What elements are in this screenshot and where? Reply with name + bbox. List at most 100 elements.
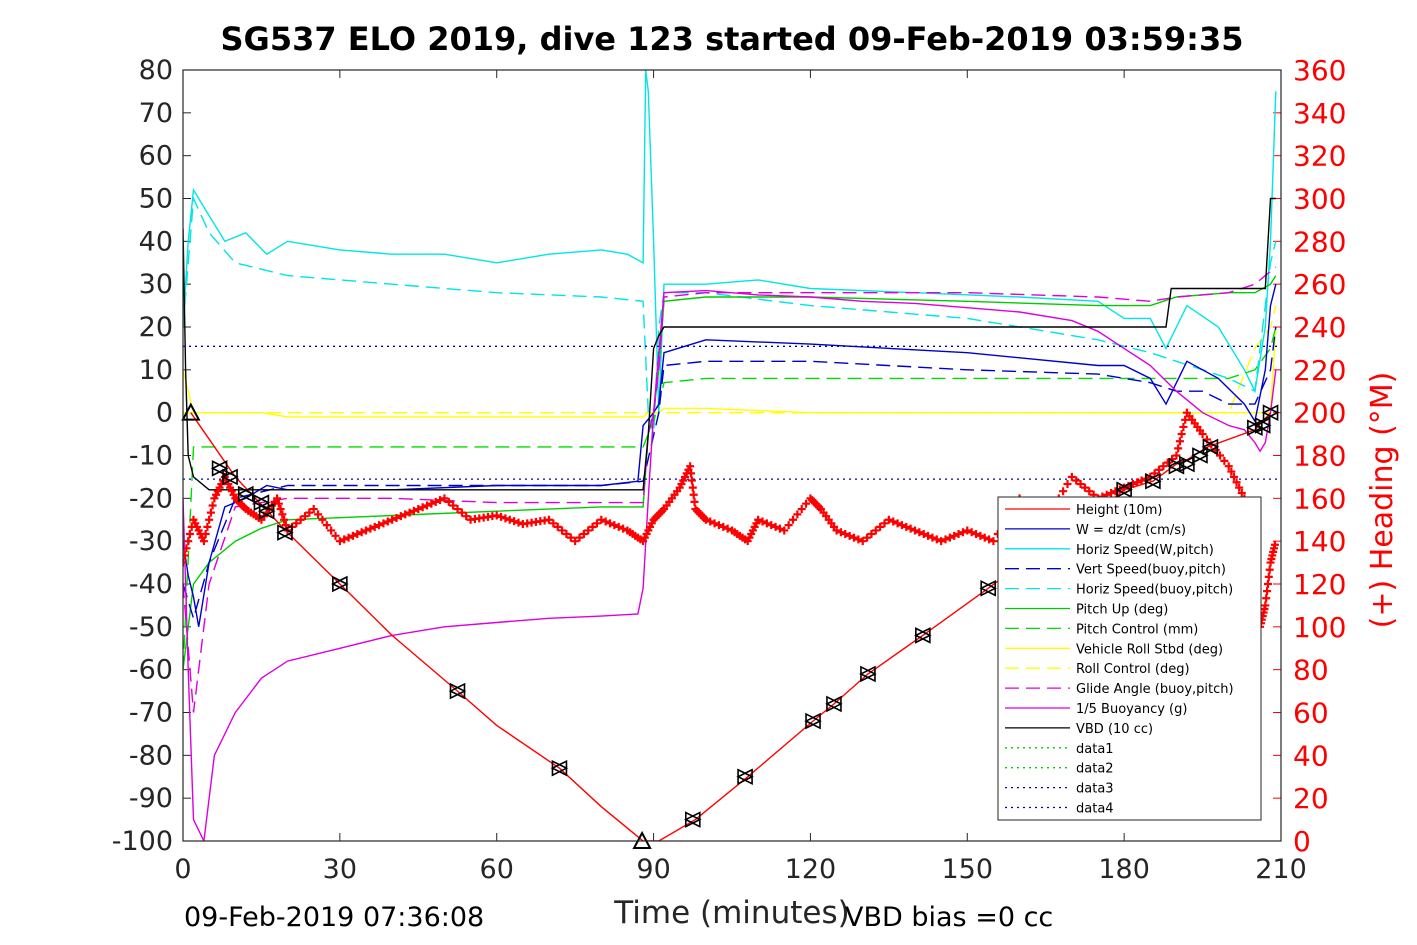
gps-marker <box>1246 419 1264 436</box>
heading-point <box>1179 422 1188 431</box>
heading-point <box>453 505 462 514</box>
y-right-tick-label: 40 <box>1293 739 1329 772</box>
heading-point <box>1263 580 1272 588</box>
x-tick-label: 180 <box>1098 854 1150 885</box>
x-tick-label: 60 <box>480 854 514 885</box>
heading-point <box>1067 472 1076 481</box>
heading-point <box>357 528 366 537</box>
legend-label: Pitch Up (deg) <box>1076 603 1168 618</box>
heading-point <box>719 522 728 531</box>
heading-point <box>902 522 911 531</box>
x-axis-ticks: 0 30 60 90 120 150 180 210 <box>174 854 1306 885</box>
y-tick-label: 80 <box>139 55 173 86</box>
legend-label: data1 <box>1076 742 1114 757</box>
heading-point <box>758 517 767 526</box>
heading-point <box>867 530 876 539</box>
heading-point <box>549 519 558 528</box>
heading-point <box>967 528 976 537</box>
heading-point <box>1072 476 1081 485</box>
heading-point <box>278 510 287 519</box>
heading-point <box>331 531 340 540</box>
gps-marker <box>252 494 271 511</box>
heading-point <box>201 530 210 539</box>
gps-marker <box>210 460 229 477</box>
heading-point <box>379 519 388 528</box>
legend-label: data4 <box>1076 802 1114 817</box>
heading-points <box>183 408 1279 631</box>
heading-point <box>945 533 954 542</box>
heading-point <box>592 519 601 528</box>
y-tick-label: -70 <box>129 698 173 729</box>
legend-label: Roll Control (deg) <box>1076 662 1190 677</box>
heading-point <box>714 521 723 530</box>
y-right-tick-label: 200 <box>1293 397 1346 430</box>
heading-point <box>497 512 506 521</box>
heading-point <box>423 501 431 510</box>
heading-point <box>353 530 362 539</box>
heading-point <box>932 535 941 544</box>
x-tick-label: 210 <box>1255 854 1307 885</box>
y-right-tick-label: 320 <box>1293 140 1346 173</box>
legend-label: Vehicle Roll Stbd (deg) <box>1076 642 1223 657</box>
turn-marker <box>181 402 201 421</box>
heading-point <box>950 531 959 540</box>
series-line-horiz-speed-w-pitch <box>183 70 1277 413</box>
footer-vbd-bias: VBD bias =0 cc <box>845 902 1053 933</box>
heading-point <box>972 530 980 539</box>
legend: Height (10m) W = dz/dt (cm/s) Horiz Speed(… <box>997 496 1262 821</box>
heading-point <box>789 515 797 524</box>
heading-point <box>850 533 858 542</box>
heading-point <box>571 537 580 546</box>
gps-marker <box>236 485 255 503</box>
heading-point <box>706 517 715 526</box>
heading-point <box>274 499 283 508</box>
y-tick-label: 30 <box>139 269 173 300</box>
heading-point <box>1172 451 1181 460</box>
heading-point <box>431 497 440 506</box>
heading-point <box>314 510 323 519</box>
heading-point <box>1155 465 1163 474</box>
x-tick-label: 150 <box>942 854 994 885</box>
heading-point <box>876 522 885 531</box>
heading-point <box>1270 540 1279 549</box>
heading-point <box>610 521 619 530</box>
heading-point <box>897 521 906 530</box>
heading-point <box>1198 430 1207 439</box>
y-right-tick-label: 280 <box>1293 225 1346 258</box>
heading-point <box>919 530 928 539</box>
y-axis-right-label: (+) Heading (°M) <box>1365 372 1400 629</box>
x-tick-label: 120 <box>785 854 837 885</box>
heading-point <box>348 531 357 540</box>
heading-point <box>1159 462 1168 471</box>
heading-point <box>915 528 924 537</box>
y-tick-label: 20 <box>139 312 173 343</box>
y-right-tick-label: 0 <box>1293 825 1311 858</box>
series-line-vbd-10-cc <box>183 197 1276 491</box>
heading-point <box>863 533 872 542</box>
heading-point <box>340 535 349 544</box>
gps-marker <box>276 524 294 541</box>
heading-point <box>1111 487 1120 496</box>
gps-marker <box>221 468 239 486</box>
marker-layer <box>181 402 1280 849</box>
heading-point <box>1216 451 1224 460</box>
x-tick-label: 90 <box>636 854 670 885</box>
heading-point <box>383 517 392 526</box>
heading-point <box>784 521 793 530</box>
heading-point <box>558 526 567 535</box>
series-line-height-10m <box>190 412 1272 841</box>
series-line-1-5-buoyancy-g <box>183 289 1277 841</box>
y-tick-label: -80 <box>129 740 173 771</box>
heading-point <box>344 533 353 542</box>
y-right-tick-label: 180 <box>1293 440 1346 473</box>
y-tick-label: -60 <box>129 655 173 686</box>
heading-point <box>889 517 898 526</box>
heading-point <box>954 530 963 539</box>
legend-label: data3 <box>1076 782 1114 797</box>
y-tick-label: 60 <box>139 141 173 172</box>
heading-point <box>305 508 314 517</box>
heading-point <box>301 512 309 521</box>
heading-point <box>1237 488 1246 497</box>
heading-point <box>449 501 458 510</box>
y-tick-label: -10 <box>129 441 173 472</box>
